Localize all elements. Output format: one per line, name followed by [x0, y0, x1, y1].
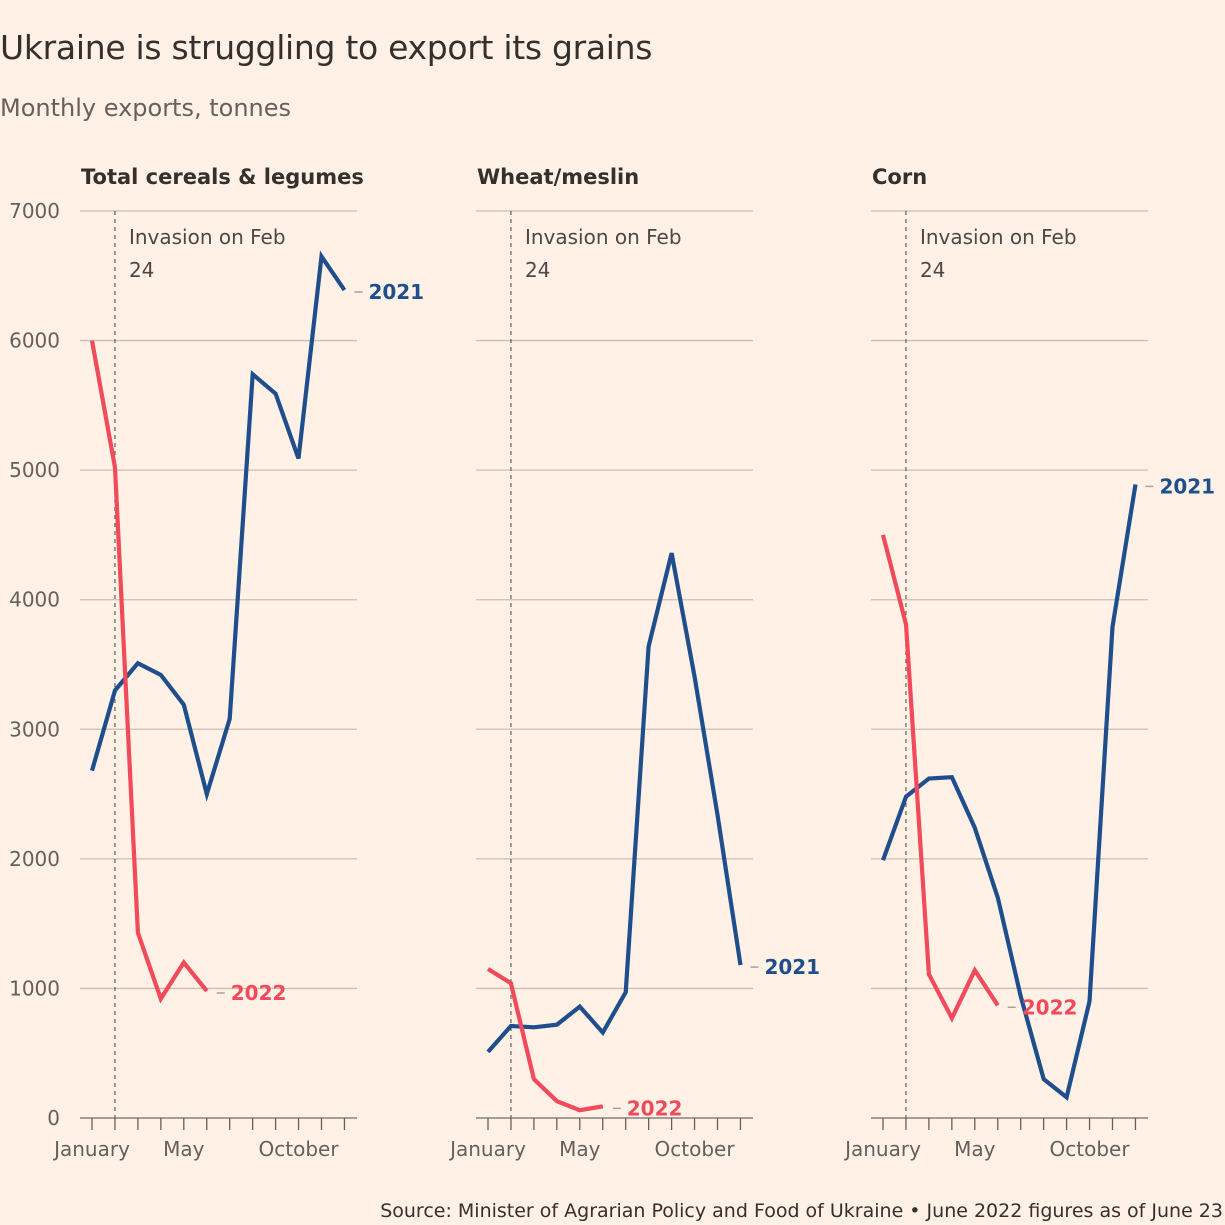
series-line-2022 [486, 967, 604, 1113]
y-tick-label: 3000 [9, 717, 60, 741]
panel-title: Wheat/meslin [477, 165, 639, 189]
x-tick-label: May [559, 1137, 601, 1161]
source-note: Source: Minister of Agrarian Policy and … [380, 1200, 1223, 1222]
y-tick-label: 0 [47, 1106, 60, 1130]
panel-title: Corn [872, 165, 927, 189]
y-tick-label: 4000 [9, 588, 60, 612]
series-label-2022: 2022 [627, 1096, 683, 1120]
invasion-annotation: 24 [920, 258, 945, 282]
x-tick-label: May [954, 1137, 996, 1161]
series-label-2021: 2021 [764, 955, 820, 979]
invasion-annotation: Invasion on Feb [920, 225, 1077, 249]
y-tick-label: 1000 [9, 976, 60, 1000]
series-label-2021: 2021 [368, 280, 424, 304]
series-label-2022: 2022 [231, 981, 287, 1005]
invasion-annotation: 24 [129, 258, 154, 282]
y-tick-label: 5000 [9, 458, 60, 482]
x-tick-label: January [448, 1137, 526, 1161]
series-line-2021 [89, 250, 347, 802]
series-line-2022 [89, 340, 209, 1004]
x-tick-label: October [1050, 1137, 1131, 1161]
series-line-2022 [880, 534, 1000, 1023]
series-label-2021: 2021 [1159, 474, 1215, 498]
invasion-annotation: Invasion on Feb [129, 225, 286, 249]
x-tick-label: January [52, 1137, 130, 1161]
y-tick-label: 2000 [9, 847, 60, 871]
series-line-2021 [881, 484, 1138, 1101]
invasion-annotation: Invasion on Feb [525, 225, 682, 249]
chart-title: Ukraine is struggling to export its grai… [0, 28, 653, 67]
x-tick-label: October [259, 1137, 340, 1161]
x-tick-label: January [843, 1137, 921, 1161]
invasion-annotation: 24 [525, 258, 550, 282]
y-tick-label: 6000 [9, 329, 60, 353]
y-tick-label: 7000 [9, 199, 60, 223]
panel-title: Total cereals & legumes [81, 165, 364, 189]
x-tick-label: October [655, 1137, 736, 1161]
series-label-2022: 2022 [1022, 995, 1078, 1019]
series-line-2021 [486, 552, 743, 1054]
x-tick-label: May [163, 1137, 205, 1161]
chart-subtitle: Monthly exports, tonnes [0, 94, 292, 122]
